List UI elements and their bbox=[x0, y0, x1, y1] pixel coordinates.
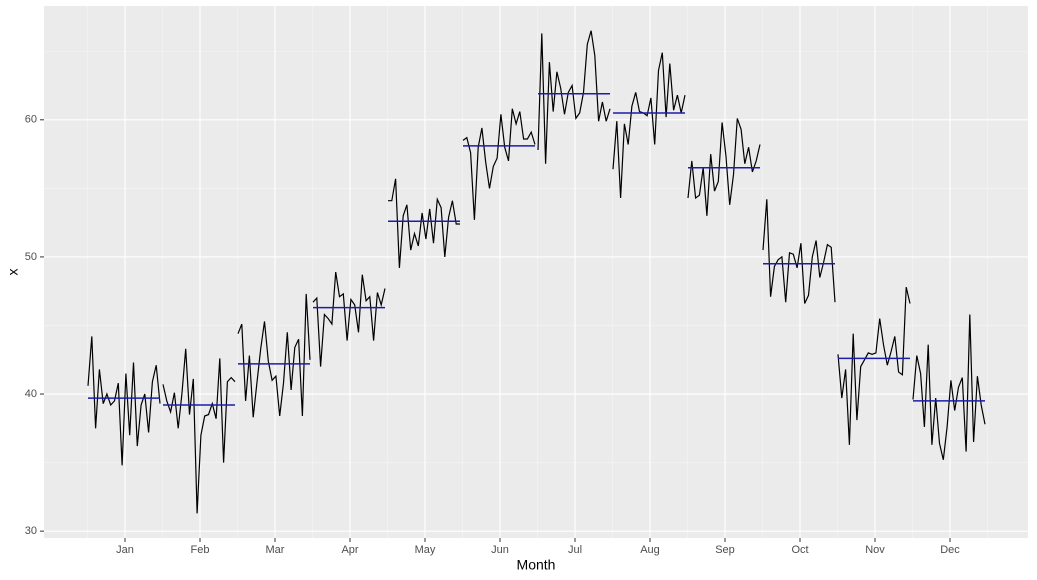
x-tick-label: Dec bbox=[940, 544, 960, 556]
marks bbox=[87, 30, 986, 514]
subseries-line bbox=[388, 178, 460, 268]
subseries-line bbox=[912, 314, 986, 460]
subseries-line bbox=[87, 336, 161, 466]
x-tick-label: Mar bbox=[266, 544, 285, 556]
subseries-line bbox=[162, 348, 236, 514]
subseries-line bbox=[687, 118, 761, 216]
subseries-line bbox=[762, 199, 836, 304]
y-tick-label: 60 bbox=[25, 114, 37, 126]
subseries-line bbox=[837, 286, 911, 445]
y-axis-title: x bbox=[5, 269, 21, 276]
panel bbox=[44, 6, 1028, 538]
x-axis-title: Month bbox=[517, 557, 556, 573]
x-tick-label: Sep bbox=[715, 544, 735, 556]
y-tick-label: 30 bbox=[25, 525, 37, 537]
subseries-line bbox=[462, 108, 536, 220]
subseries-line bbox=[537, 30, 611, 164]
x-tick-label: Jun bbox=[491, 544, 509, 556]
x-tick-label: Jul bbox=[568, 544, 582, 556]
subseries-line bbox=[612, 52, 686, 199]
y-tick-label: 40 bbox=[25, 388, 37, 400]
x-tick-label: Oct bbox=[791, 544, 808, 556]
x-tick-label: May bbox=[415, 544, 436, 556]
x-tick-label: Feb bbox=[191, 544, 210, 556]
x-tick-label: Apr bbox=[341, 544, 358, 556]
y-tick-label: 50 bbox=[25, 251, 37, 263]
subseries-line bbox=[312, 271, 386, 367]
x-tick-label: Jan bbox=[116, 544, 134, 556]
subseries-line bbox=[237, 293, 311, 418]
x-tick-label: Nov bbox=[865, 544, 885, 556]
x-tick-label: Aug bbox=[640, 544, 660, 556]
